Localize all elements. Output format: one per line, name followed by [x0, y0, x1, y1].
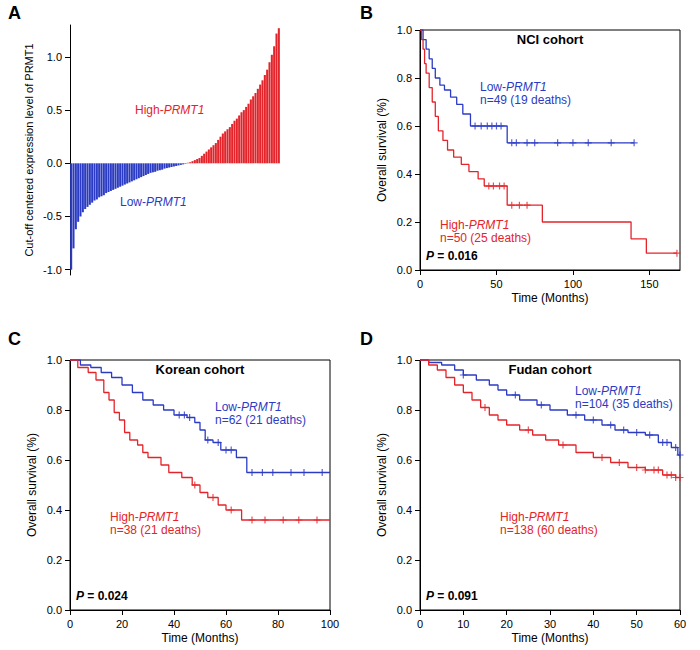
svg-text:0.6: 0.6: [397, 454, 412, 466]
svg-text:100: 100: [564, 278, 582, 290]
svg-text:n=104 (35 deaths): n=104 (35 deaths): [575, 397, 673, 411]
svg-text:PRMT1: PRMT1: [506, 80, 547, 94]
svg-text:PRMT1: PRMT1: [241, 400, 282, 414]
svg-text:0.4: 0.4: [397, 168, 412, 180]
svg-text:10: 10: [457, 618, 469, 630]
svg-text:0.8: 0.8: [397, 72, 412, 84]
svg-text:40: 40: [587, 618, 599, 630]
svg-text:PRMT1: PRMT1: [529, 510, 570, 524]
svg-text:C: C: [8, 329, 21, 349]
svg-text:Time (Months): Time (Months): [512, 291, 589, 305]
svg-text:High-: High-: [110, 510, 139, 524]
svg-text:1.0: 1.0: [397, 24, 412, 36]
svg-text:PRMT1: PRMT1: [469, 218, 510, 232]
svg-text:PRMT1: PRMT1: [139, 510, 180, 524]
svg-text:PRMT1: PRMT1: [164, 103, 205, 117]
svg-text:Low-: Low-: [575, 384, 601, 398]
svg-text:Overall survival (%): Overall survival (%): [375, 98, 389, 202]
svg-text:D: D: [360, 329, 373, 349]
svg-text:n=49 (19 deaths): n=49 (19 deaths): [480, 93, 571, 107]
svg-text:n=62 (21 deaths): n=62 (21 deaths): [215, 413, 306, 427]
svg-text:0.4: 0.4: [397, 504, 412, 516]
svg-text:Cut-off centered expression le: Cut-off centered expression level of PRM…: [23, 43, 35, 256]
svg-text:150: 150: [640, 278, 658, 290]
svg-text:A: A: [8, 3, 21, 23]
svg-text:= 0.024: = 0.024: [84, 589, 128, 603]
svg-text:Fudan cohort: Fudan cohort: [508, 362, 592, 377]
svg-text:High-: High-: [440, 218, 469, 232]
svg-text:0.5: 0.5: [47, 104, 62, 116]
svg-text:P: P: [426, 589, 434, 603]
svg-text:0.0: 0.0: [397, 264, 412, 276]
svg-text:= 0.016: = 0.016: [434, 249, 478, 263]
svg-text:PRMT1: PRMT1: [146, 195, 187, 209]
svg-text:0.2: 0.2: [397, 216, 412, 228]
svg-text:50: 50: [631, 618, 643, 630]
svg-text:0.0: 0.0: [47, 604, 62, 616]
svg-text:= 0.091: = 0.091: [434, 589, 478, 603]
svg-text:Low-: Low-: [215, 400, 241, 414]
svg-text:100: 100: [321, 618, 339, 630]
svg-text:20: 20: [501, 618, 513, 630]
svg-text:0.8: 0.8: [397, 404, 412, 416]
svg-text:50: 50: [490, 278, 502, 290]
svg-text:Time (Months): Time (Months): [162, 631, 239, 645]
svg-text:0.6: 0.6: [47, 454, 62, 466]
svg-text:0.0: 0.0: [47, 157, 62, 169]
svg-text:-0.5: -0.5: [43, 210, 62, 222]
svg-text:PRMT1: PRMT1: [601, 384, 642, 398]
svg-text:High-: High-: [500, 510, 529, 524]
svg-text:-1.0: -1.0: [43, 264, 62, 276]
svg-text:Low-: Low-: [120, 195, 146, 209]
svg-text:0: 0: [67, 618, 73, 630]
svg-text:60: 60: [220, 618, 232, 630]
svg-text:80: 80: [272, 618, 284, 630]
svg-text:1.0: 1.0: [397, 354, 412, 366]
svg-text:Overall survival (%): Overall survival (%): [375, 433, 389, 537]
svg-text:0.0: 0.0: [397, 604, 412, 616]
svg-text:Overall survival (%): Overall survival (%): [25, 433, 39, 537]
svg-text:B: B: [360, 3, 373, 23]
svg-text:30: 30: [544, 618, 556, 630]
svg-text:0.8: 0.8: [47, 404, 62, 416]
svg-text:P: P: [426, 249, 434, 263]
svg-text:0.2: 0.2: [397, 554, 412, 566]
svg-text:High-: High-: [135, 103, 164, 117]
svg-text:n=138 (60 deaths): n=138 (60 deaths): [500, 523, 598, 537]
svg-text:0.6: 0.6: [397, 120, 412, 132]
svg-text:NCI cohort: NCI cohort: [517, 32, 584, 47]
svg-text:40: 40: [168, 618, 180, 630]
svg-text:P: P: [76, 589, 84, 603]
svg-text:0: 0: [417, 278, 423, 290]
svg-text:Korean cohort: Korean cohort: [156, 362, 246, 377]
svg-text:Time (Months): Time (Months): [512, 631, 589, 645]
svg-text:1.0: 1.0: [47, 51, 62, 63]
svg-text:0.4: 0.4: [47, 504, 62, 516]
svg-text:20: 20: [116, 618, 128, 630]
svg-text:n=50 (25 deaths): n=50 (25 deaths): [440, 231, 531, 245]
svg-text:n=38 (21 deaths): n=38 (21 deaths): [110, 523, 201, 537]
svg-text:1.0: 1.0: [47, 354, 62, 366]
svg-text:Low-: Low-: [480, 80, 506, 94]
svg-text:60: 60: [674, 618, 686, 630]
svg-text:0: 0: [417, 618, 423, 630]
svg-text:0.2: 0.2: [47, 554, 62, 566]
